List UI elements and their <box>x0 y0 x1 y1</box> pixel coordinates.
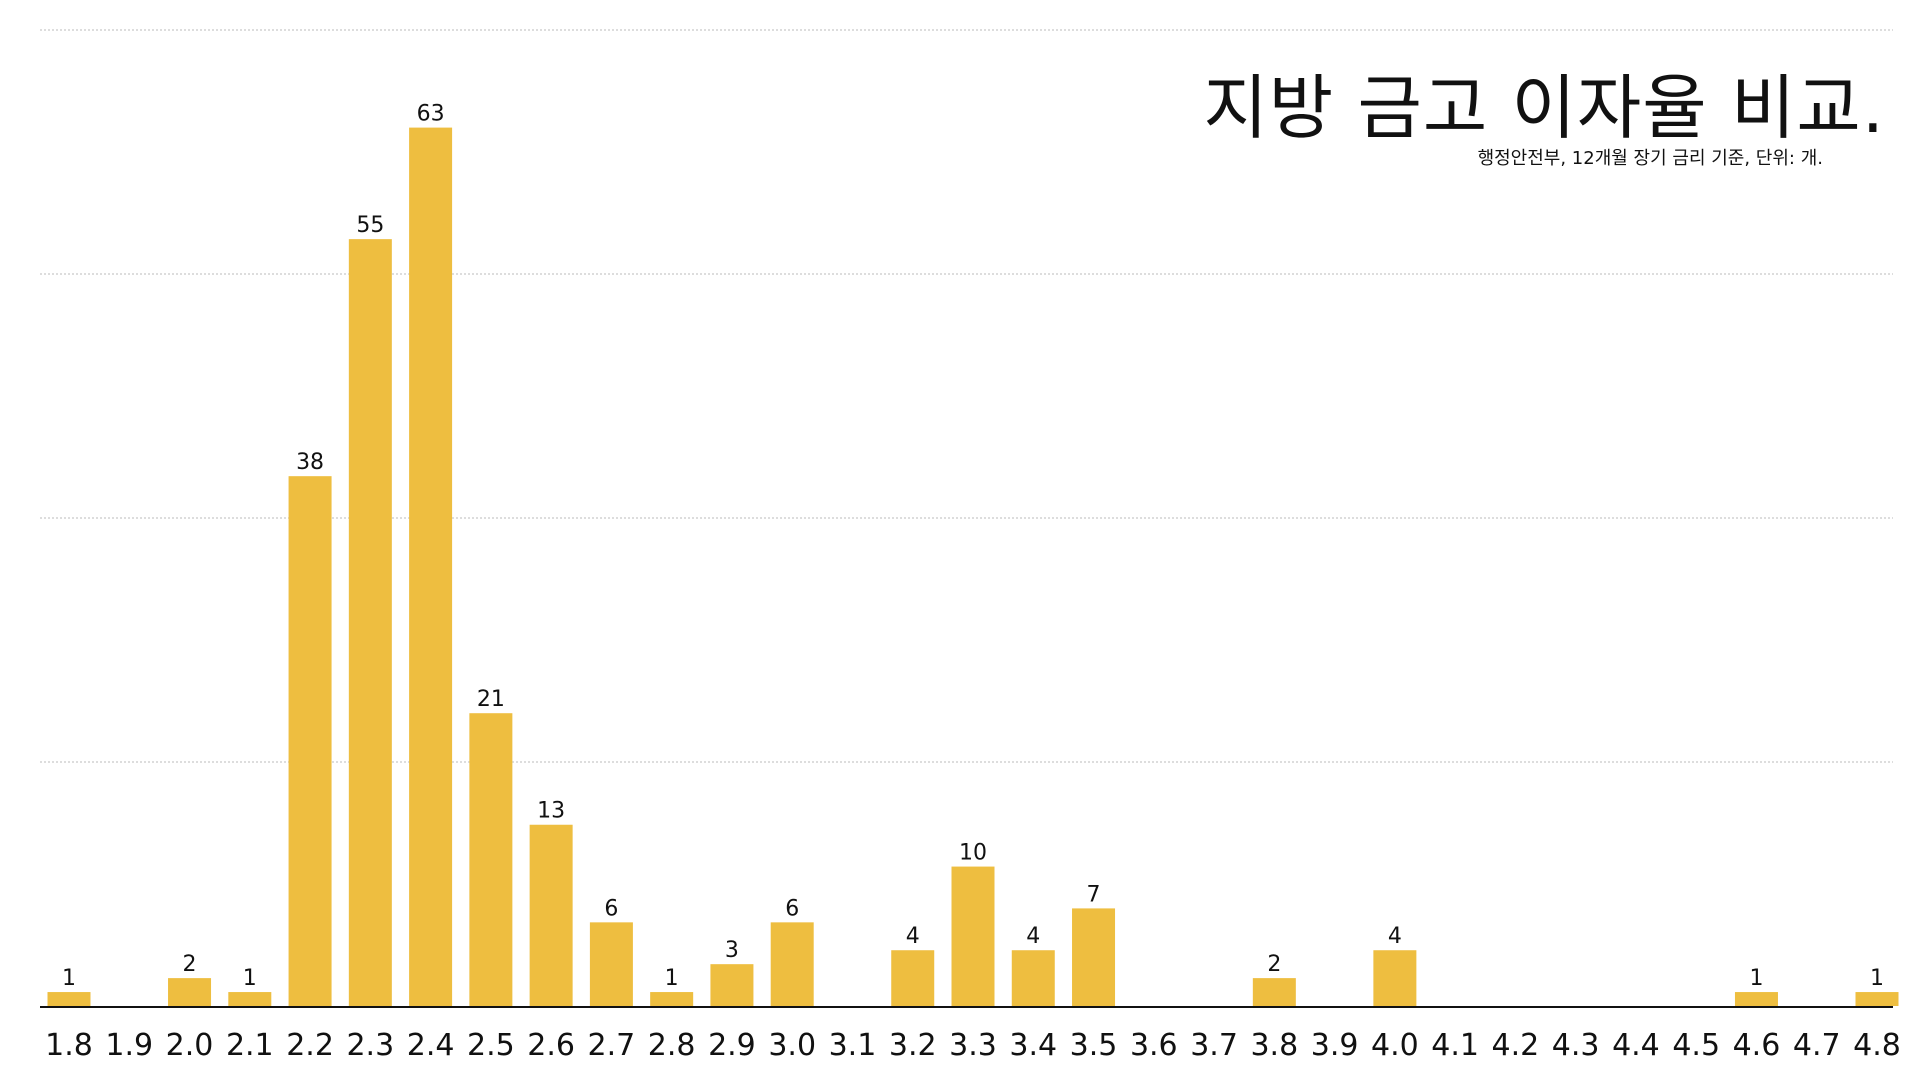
x-tick-label: 4.0 <box>1371 1028 1419 1063</box>
bar <box>1072 908 1116 1006</box>
x-tick-label: 4.8 <box>1853 1028 1901 1063</box>
x-tick-label: 4.2 <box>1492 1028 1540 1063</box>
chart-title: 지방 금고 이자율 비교. <box>1203 67 1885 149</box>
x-tick-label: 4.4 <box>1612 1028 1660 1063</box>
bar <box>650 992 694 1006</box>
bar-value-label: 1 <box>62 966 76 991</box>
bar-value-label: 63 <box>417 102 445 127</box>
x-tick-label: 4.7 <box>1793 1028 1841 1063</box>
bar-value-label: 7 <box>1087 882 1101 907</box>
x-tick-label: 2.1 <box>226 1028 274 1063</box>
bar-value-label: 1 <box>243 966 257 991</box>
bar <box>47 992 91 1006</box>
x-tick-label: 2.0 <box>166 1028 214 1063</box>
x-tick-label: 3.2 <box>889 1028 937 1063</box>
bar <box>951 866 995 1006</box>
bar-value-label: 2 <box>1267 952 1281 977</box>
x-tick-label: 4.5 <box>1672 1028 1720 1063</box>
bar-value-label: 2 <box>183 952 197 977</box>
bar <box>228 992 272 1006</box>
bar-value-label: 4 <box>1388 924 1402 949</box>
bar <box>891 950 935 1006</box>
x-tick-label: 2.9 <box>708 1028 756 1063</box>
x-tick-label: 2.6 <box>527 1028 575 1063</box>
x-tick-label: 3.7 <box>1190 1028 1238 1063</box>
x-tick-label: 2.5 <box>467 1028 515 1063</box>
bar <box>770 922 814 1006</box>
x-tick-label: 1.9 <box>105 1028 153 1063</box>
bar <box>1373 950 1417 1006</box>
x-tick-label: 4.1 <box>1431 1028 1479 1063</box>
x-tick-label: 2.4 <box>407 1028 455 1063</box>
x-tick-label: 3.0 <box>768 1028 816 1063</box>
bar-value-label: 10 <box>959 841 987 866</box>
bar-value-label: 38 <box>296 450 324 475</box>
bar-value-label: 1 <box>1749 966 1763 991</box>
x-tick-label: 1.8 <box>45 1028 93 1063</box>
bar <box>589 922 633 1006</box>
bar-value-label: 55 <box>356 213 384 238</box>
x-tick-label: 2.7 <box>588 1028 636 1063</box>
bar-value-label: 3 <box>725 938 739 963</box>
x-tick-label: 3.4 <box>1009 1028 1057 1063</box>
x-tick-label: 3.8 <box>1250 1028 1298 1063</box>
bar-value-label: 21 <box>477 687 505 712</box>
x-tick-label: 2.8 <box>648 1028 696 1063</box>
bar <box>1734 992 1778 1006</box>
bar-value-label: 4 <box>906 924 920 949</box>
bar-value-label: 6 <box>785 896 799 921</box>
x-tick-label: 3.3 <box>949 1028 997 1063</box>
bar <box>348 239 392 1007</box>
bar <box>409 127 453 1007</box>
x-tick-label: 4.6 <box>1733 1028 1781 1063</box>
bar-value-label: 4 <box>1026 924 1040 949</box>
bar <box>168 978 212 1006</box>
x-tick-label: 2.2 <box>286 1028 334 1063</box>
bar <box>1855 992 1899 1006</box>
bar-value-label: 6 <box>604 896 618 921</box>
bar <box>710 964 754 1006</box>
x-tick-label: 3.6 <box>1130 1028 1178 1063</box>
bar-value-label: 1 <box>1870 966 1884 991</box>
bar <box>529 824 573 1006</box>
x-tick-label: 2.3 <box>346 1028 394 1063</box>
bars <box>47 127 1899 1007</box>
x-tick-label: 4.3 <box>1552 1028 1600 1063</box>
x-tick-label: 3.5 <box>1070 1028 1118 1063</box>
bar-value-label: 1 <box>665 966 679 991</box>
bar <box>288 476 332 1007</box>
bar <box>1011 950 1055 1006</box>
chart-subtitle: 행정안전부, 12개월 장기 금리 기준, 단위: 개. <box>1477 148 1823 169</box>
bar <box>469 713 513 1006</box>
bar-value-label: 13 <box>537 799 565 824</box>
x-tick-labels: 1.8 1.9 2.0 2.1 2.2 2.3 2.4 2.5 2.6 2.7 2.8 2.9 3.0 3… <box>45 1028 1901 1063</box>
x-tick-label: 3.9 <box>1311 1028 1359 1063</box>
bar <box>1252 978 1296 1006</box>
x-tick-label: 3.1 <box>829 1028 877 1063</box>
